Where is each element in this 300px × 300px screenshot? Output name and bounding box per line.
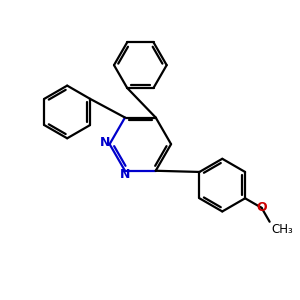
Text: O: O bbox=[257, 201, 268, 214]
Text: N: N bbox=[120, 168, 130, 181]
Text: CH₃: CH₃ bbox=[271, 223, 293, 236]
Text: N: N bbox=[100, 136, 110, 149]
